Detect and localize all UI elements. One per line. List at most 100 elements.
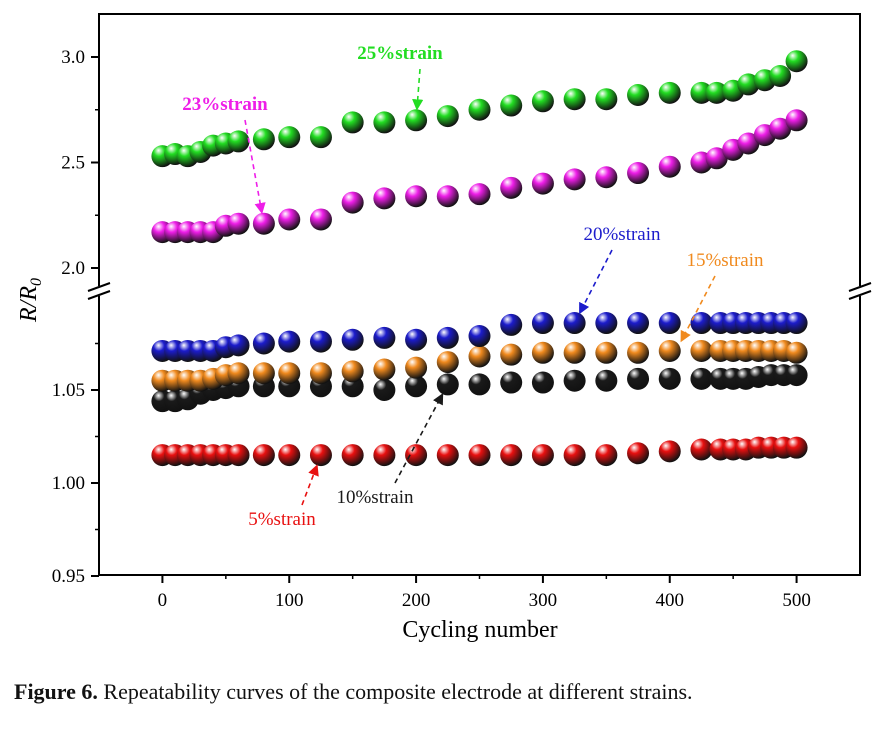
data-point-3: [341, 328, 364, 351]
axis-ticks: 0 100 200 300 400 500 2.0 2.5 3.0 0.95 1.00 1.05: [52, 47, 811, 611]
annotation-arrow: [579, 249, 613, 315]
data-point-4: [341, 191, 364, 214]
data-point-1: [785, 364, 808, 387]
caption-text: Repeatability curves of the composite el…: [97, 679, 693, 704]
x-tick-label: 500: [782, 590, 811, 611]
annotation-label: 10%strain: [336, 487, 414, 508]
data-point-2: [468, 345, 491, 368]
data-point-0: [531, 444, 554, 467]
data-point-4: [658, 155, 681, 178]
data-point-3: [227, 334, 250, 357]
data-point-2: [627, 341, 650, 364]
data-point-5: [468, 98, 491, 121]
data-point-3: [252, 332, 275, 355]
data-point-5: [627, 83, 650, 106]
data-point-4: [373, 187, 396, 210]
annotation-arrow: [412, 68, 424, 111]
data-point-5: [785, 50, 808, 73]
x-tick-label: 100: [275, 590, 304, 611]
data-point-1: [373, 379, 396, 401]
annotation-label: 25%strain: [357, 43, 443, 64]
data-point-5: [737, 73, 760, 96]
axis-break-left: [87, 282, 111, 300]
data-point-5: [341, 111, 364, 134]
data-point-5: [690, 81, 713, 104]
data-point-5: [531, 90, 554, 113]
data-point-5: [563, 88, 586, 111]
data-point-5: [405, 109, 428, 132]
data-point-2: [436, 351, 459, 374]
y-tick-label: 0.95: [52, 566, 85, 587]
y-tick-label: 2.0: [61, 258, 85, 279]
data-point-0: [278, 444, 301, 467]
x-tick-label: 300: [529, 590, 558, 611]
data-point-2: [309, 362, 332, 385]
data-point-1: [627, 367, 650, 390]
annotation-label: 5%strain: [248, 509, 316, 530]
data-point-5: [227, 130, 250, 153]
data-point-3: [405, 328, 428, 351]
data-point-3: [500, 313, 523, 336]
data-point-2: [341, 360, 364, 383]
data-point-5: [252, 128, 275, 151]
annotation-arrow: [301, 464, 319, 506]
figure-caption: Figure 6. Repeatability curves of the co…: [14, 676, 866, 708]
data-point-0: [627, 442, 650, 465]
data-point-0: [690, 438, 713, 461]
y-axis-label-sub: 0: [28, 278, 45, 286]
annotation-arrow: [244, 119, 266, 215]
data-point-2: [531, 341, 554, 364]
data-point-0: [227, 444, 250, 467]
data-point-5: [658, 81, 681, 104]
data-point-5: [278, 126, 301, 149]
data-point-2: [252, 362, 275, 385]
data-point-3: [436, 326, 459, 349]
data-point-4: [531, 172, 554, 195]
data-point-2: [500, 343, 523, 366]
annotation-label: 20%strain: [583, 224, 661, 245]
data-point-2: [278, 362, 301, 385]
data-point-2: [595, 341, 618, 364]
data-point-2: [405, 356, 428, 379]
data-point-2: [658, 339, 681, 362]
x-axis-label: Cycling number: [402, 617, 557, 643]
data-point-4: [227, 212, 250, 235]
data-point-5: [595, 88, 618, 111]
annotation-label: 23%strain: [182, 94, 268, 115]
data-point-0: [563, 444, 586, 467]
data-point-5: [769, 64, 792, 87]
y-axis-label: R/R0: [16, 278, 45, 323]
data-point-2: [373, 358, 396, 381]
data-point-1: [563, 369, 586, 392]
data-point-4: [769, 117, 792, 140]
data-point-5: [436, 105, 459, 128]
data-point-0: [405, 444, 428, 467]
y-tick-label: 1.00: [52, 473, 85, 494]
data-point-3: [373, 326, 396, 349]
data-point-0: [373, 444, 396, 467]
data-points: [151, 50, 808, 467]
data-point-0: [500, 444, 523, 467]
data-point-3: [278, 330, 301, 353]
annotations: 25%strain 23%strain 20%strain 15%strain 10%s…: [182, 43, 764, 530]
data-point-4: [309, 208, 332, 231]
data-point-2: [563, 341, 586, 364]
data-point-3: [658, 312, 681, 335]
data-point-5: [373, 111, 396, 134]
y-axis-label-main: R/R: [16, 286, 42, 323]
y-tick-label: 1.05: [52, 380, 85, 401]
data-point-1: [468, 373, 491, 396]
data-point-1: [436, 373, 459, 396]
data-point-1: [595, 369, 618, 392]
data-point-0: [785, 436, 808, 459]
annotation-arrow: [680, 275, 716, 343]
data-point-1: [405, 375, 428, 398]
data-point-1: [500, 371, 523, 394]
data-point-4: [278, 208, 301, 231]
annotation-label: 15%strain: [686, 250, 764, 271]
data-point-5: [500, 94, 523, 117]
data-point-0: [309, 444, 332, 467]
x-tick-label: 200: [402, 590, 431, 611]
data-point-0: [595, 444, 618, 467]
data-point-0: [436, 444, 459, 467]
